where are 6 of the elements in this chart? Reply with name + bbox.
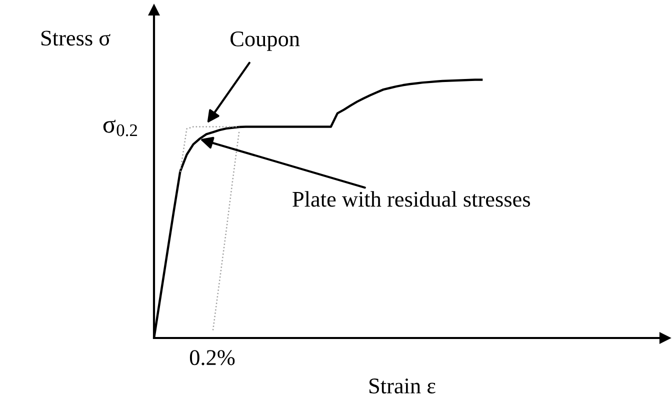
text: 0.2% xyxy=(190,350,235,366)
annotation: Plate with residual stresses xyxy=(292,191,530,207)
text: σ$_{0.2}$ xyxy=(103,120,138,136)
y-axis-title: Stress σ xyxy=(41,30,110,46)
text: Coupon xyxy=(230,31,300,51)
x-axis-title: Strain ε xyxy=(370,378,436,394)
